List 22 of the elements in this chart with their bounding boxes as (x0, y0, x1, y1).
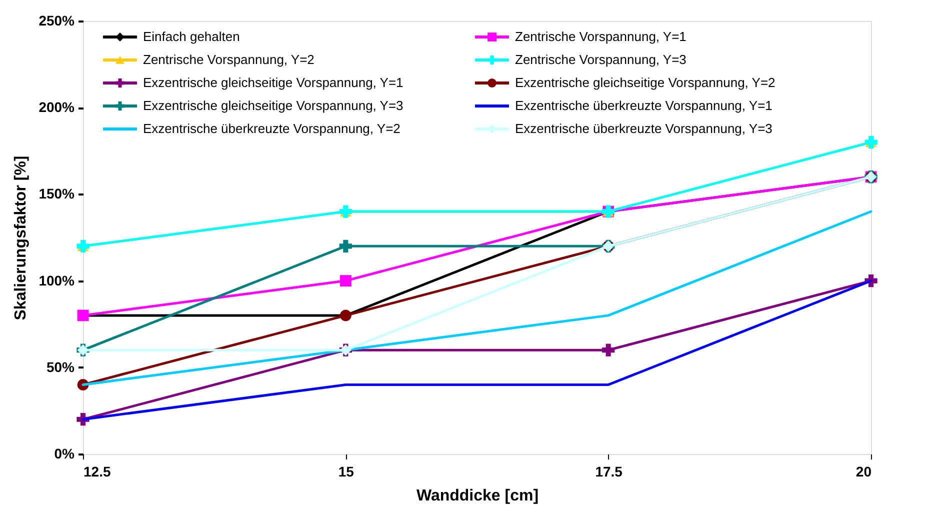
x-tick-label: 15 (338, 464, 354, 480)
legend-label: Exzentrische gleichseitige Vorspannung, Y=1 (143, 75, 404, 90)
legend-label: Zentrische Vorspannung, Y=1 (515, 29, 686, 44)
legend-label: Exzentrische überkreuzte Vorspannung, Y=1 (515, 98, 772, 113)
y-tick-label: 50% (46, 358, 76, 375)
x-tick-label: 20 (856, 464, 872, 480)
y-axis-title: Skalierungsfaktor [%] (12, 156, 30, 320)
y-tick-label: 250% (38, 12, 76, 28)
legend-label: Zentrische Vorspannung, Y=3 (515, 52, 686, 67)
legend-label: Exzentrische überkreuzte Vorspannung, Y=2 (143, 121, 400, 136)
legend-label: Exzentrische gleichseitige Vorspannung, Y=2 (515, 75, 776, 90)
legend-label: Zentrische Vorspannung, Y=2 (143, 52, 314, 67)
y-tick-label: 100% (38, 272, 76, 288)
legend-label: Einfach gehalten (143, 29, 240, 44)
y-tick-label: 200% (38, 99, 76, 116)
x-tick-label: 17.5 (595, 464, 623, 480)
x-axis-title: Wanddicke [cm] (416, 488, 539, 504)
y-tick-label: 0% (54, 446, 76, 462)
x-tick-label: 12.5 (84, 464, 111, 480)
legend-label: Exzentrische gleichseitige Vorspannung, Y=3 (143, 98, 404, 113)
y-tick-label: 150% (38, 186, 76, 202)
legend-label: Exzentrische überkreuzte Vorspannung, Y=3 (515, 121, 772, 136)
